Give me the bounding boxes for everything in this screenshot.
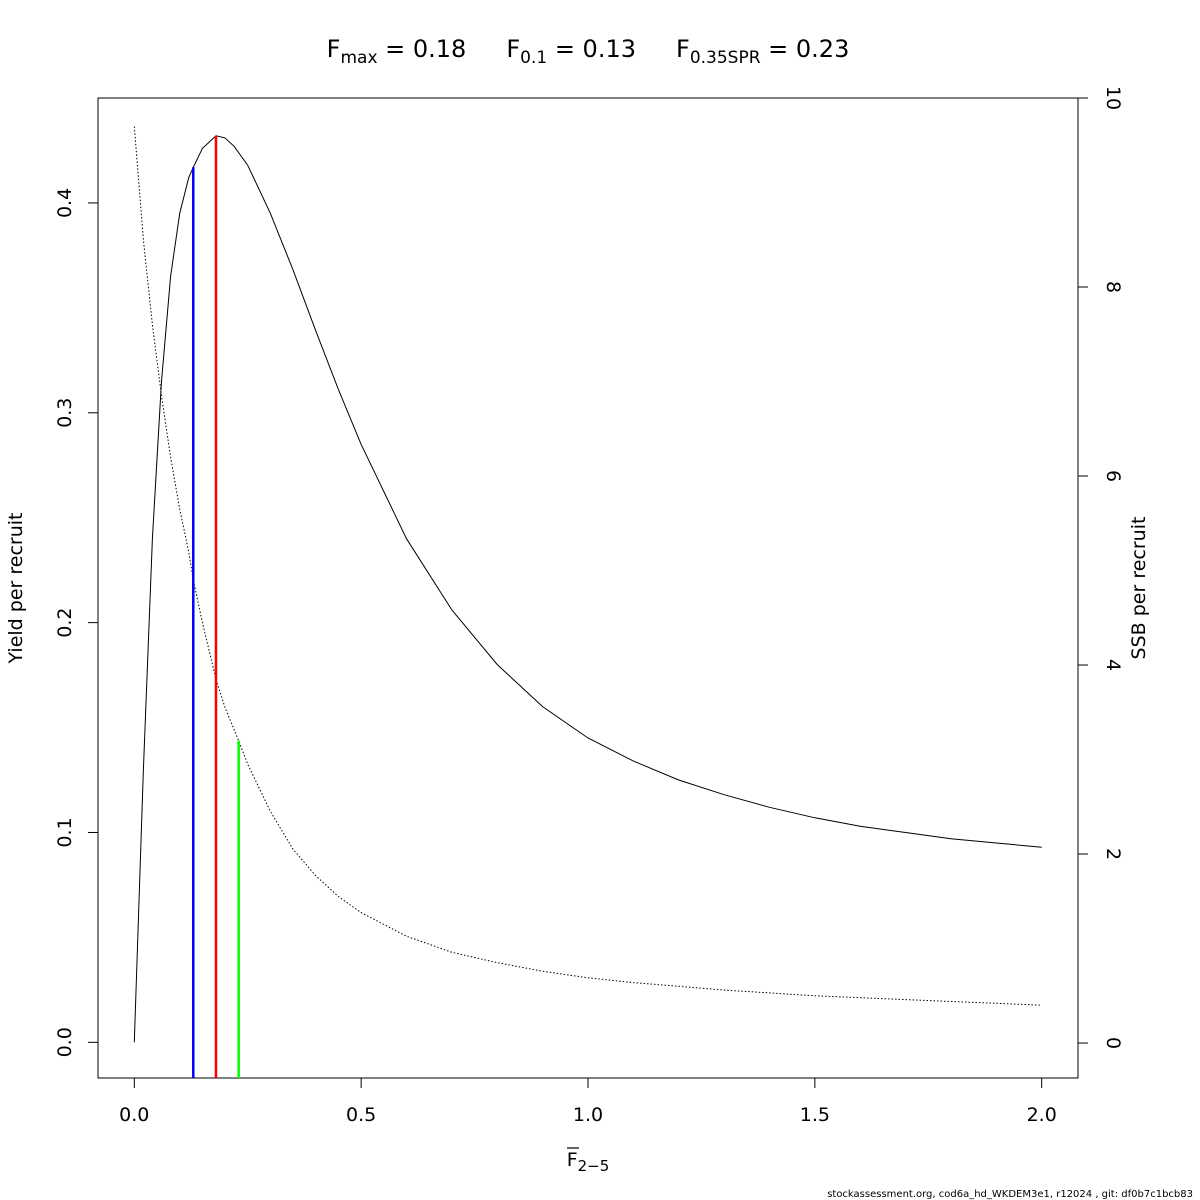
x-tick-label-0: 0.0 [119, 1104, 149, 1126]
y2-tick-label-3: 6 [1102, 470, 1124, 482]
title-value-0: = 0.18 [378, 35, 467, 63]
x-tick-label-3: 1.5 [800, 1104, 830, 1126]
title-symbol-0: F [327, 35, 341, 63]
y2-tick-label-5: 10 [1102, 86, 1124, 110]
y2-tick-label-4: 8 [1102, 281, 1124, 293]
title-symbol-2: F [676, 35, 690, 63]
title-symbol-1: F [506, 35, 520, 63]
y-tick-label-2: 0.2 [54, 608, 76, 638]
title-subscript-1: 0.1 [520, 48, 547, 68]
y2-tick-label-1: 2 [1102, 848, 1124, 860]
title-subscript-2: 0.35SPR [690, 48, 761, 68]
y-axis-left: 0.0 0.1 0.2 0.3 0.4 [54, 188, 98, 1057]
chart-title: Fmax = 0.18 F0.1 = 0.13 F0.35SPR = 0.23 [327, 35, 850, 68]
y-axis-title: Yield per recruit [5, 513, 27, 665]
y-tick-label-4: 0.4 [54, 188, 76, 218]
x-axis-title-subscript: 2−5 [578, 1157, 610, 1175]
y2-axis-title: SSB per recruit [1128, 517, 1150, 660]
y-tick-label-1: 0.1 [54, 817, 76, 847]
reference-lines-layer [192, 135, 240, 1078]
series-line-1 [133, 126, 1042, 1006]
title-value-2: = 0.23 [761, 35, 850, 63]
title-text: Fmax = 0.18 F0.1 = 0.13 F0.35SPR = 0.23 [327, 35, 850, 68]
y2-tick-label-2: 4 [1102, 659, 1124, 671]
plot-frame [97, 97, 1079, 1079]
title-subscript-0: max [340, 48, 377, 68]
x-axis-title: F2−5 [567, 1149, 610, 1175]
x-tick-label-4: 2.0 [1027, 1104, 1057, 1126]
y2-tick-label-0: 0 [1102, 1037, 1124, 1049]
y-tick-label-3: 0.3 [54, 398, 76, 428]
title-value-1: = 0.13 [547, 35, 636, 63]
y-axis-right: 0 2 4 6 8 10 [1078, 86, 1124, 1049]
x-axis-title-symbol: F [567, 1149, 578, 1171]
curves-layer [133, 126, 1042, 1043]
series-line-0 [133, 135, 1042, 1043]
x-axis: 0.0 0.5 1.0 1.5 2.0 [119, 1078, 1057, 1126]
footer-text: stockassessment.org, cod6a_hd_WKDEM3e1, … [827, 1189, 1193, 1200]
y-tick-label-0: 0.0 [54, 1027, 76, 1057]
x-tick-label-2: 1.0 [573, 1104, 603, 1126]
x-tick-label-1: 0.5 [346, 1104, 376, 1126]
